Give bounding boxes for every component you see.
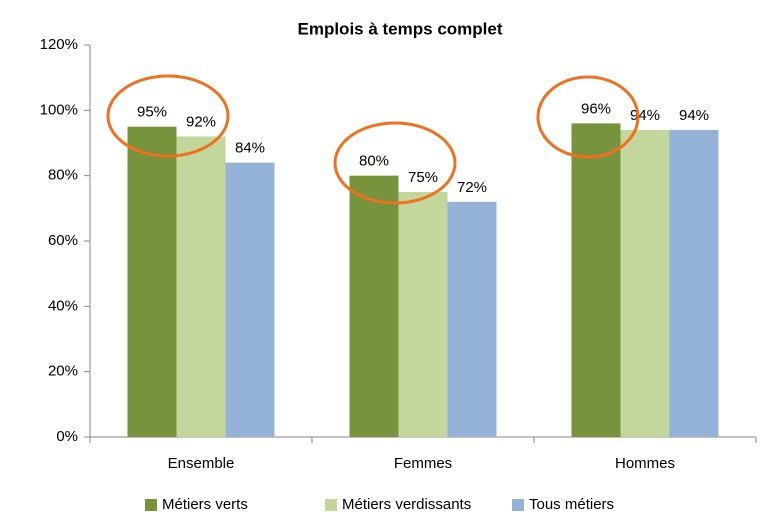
y-tick-label: 120%: [40, 36, 78, 53]
bar: [225, 162, 275, 437]
value-label: 94%: [630, 107, 660, 124]
legend-swatch: [325, 499, 337, 511]
bar: [349, 175, 399, 437]
x-tick-label: Femmes: [394, 455, 452, 472]
bar: [620, 129, 670, 437]
legend-label: Métiers verdissants: [342, 496, 471, 513]
bar: [398, 192, 448, 437]
y-tick-label: 60%: [48, 232, 78, 249]
highlight-ellipse: [536, 75, 640, 159]
value-label: 80%: [359, 153, 389, 170]
y-tick-label: 20%: [48, 363, 78, 380]
x-tick-label: Ensemble: [168, 455, 235, 472]
bar: [447, 201, 497, 437]
y-tick-label: 80%: [48, 167, 78, 184]
bar: [571, 123, 621, 438]
value-label: 92%: [186, 113, 216, 130]
legend-label: Tous métiers: [529, 496, 614, 513]
y-tick-label: 100%: [40, 101, 78, 118]
y-tick-label: 40%: [48, 297, 78, 314]
chart-title: Emplois à temps complet: [298, 19, 503, 38]
highlight-ellipse: [333, 121, 457, 205]
bar: [127, 126, 177, 438]
bar: [669, 129, 719, 437]
value-label: 95%: [137, 104, 167, 121]
legend-label: Métiers verts: [162, 496, 248, 513]
value-label: 75%: [408, 169, 438, 186]
plot-area: 0% 20% 40% 60% 80% 100% 120% Ensemble 95% 92% 84% F…: [40, 36, 757, 513]
highlight-ellipse: [106, 74, 230, 158]
value-label: 72%: [457, 179, 487, 196]
bar: [176, 136, 226, 437]
legend-swatch: [145, 499, 157, 511]
x-tick-label: Hommes: [615, 455, 675, 472]
y-tick-label: 0%: [56, 428, 78, 445]
legend-swatch: [512, 499, 524, 511]
value-label: 84%: [235, 140, 265, 157]
value-label: 96%: [581, 100, 611, 117]
value-label: 94%: [679, 107, 709, 124]
